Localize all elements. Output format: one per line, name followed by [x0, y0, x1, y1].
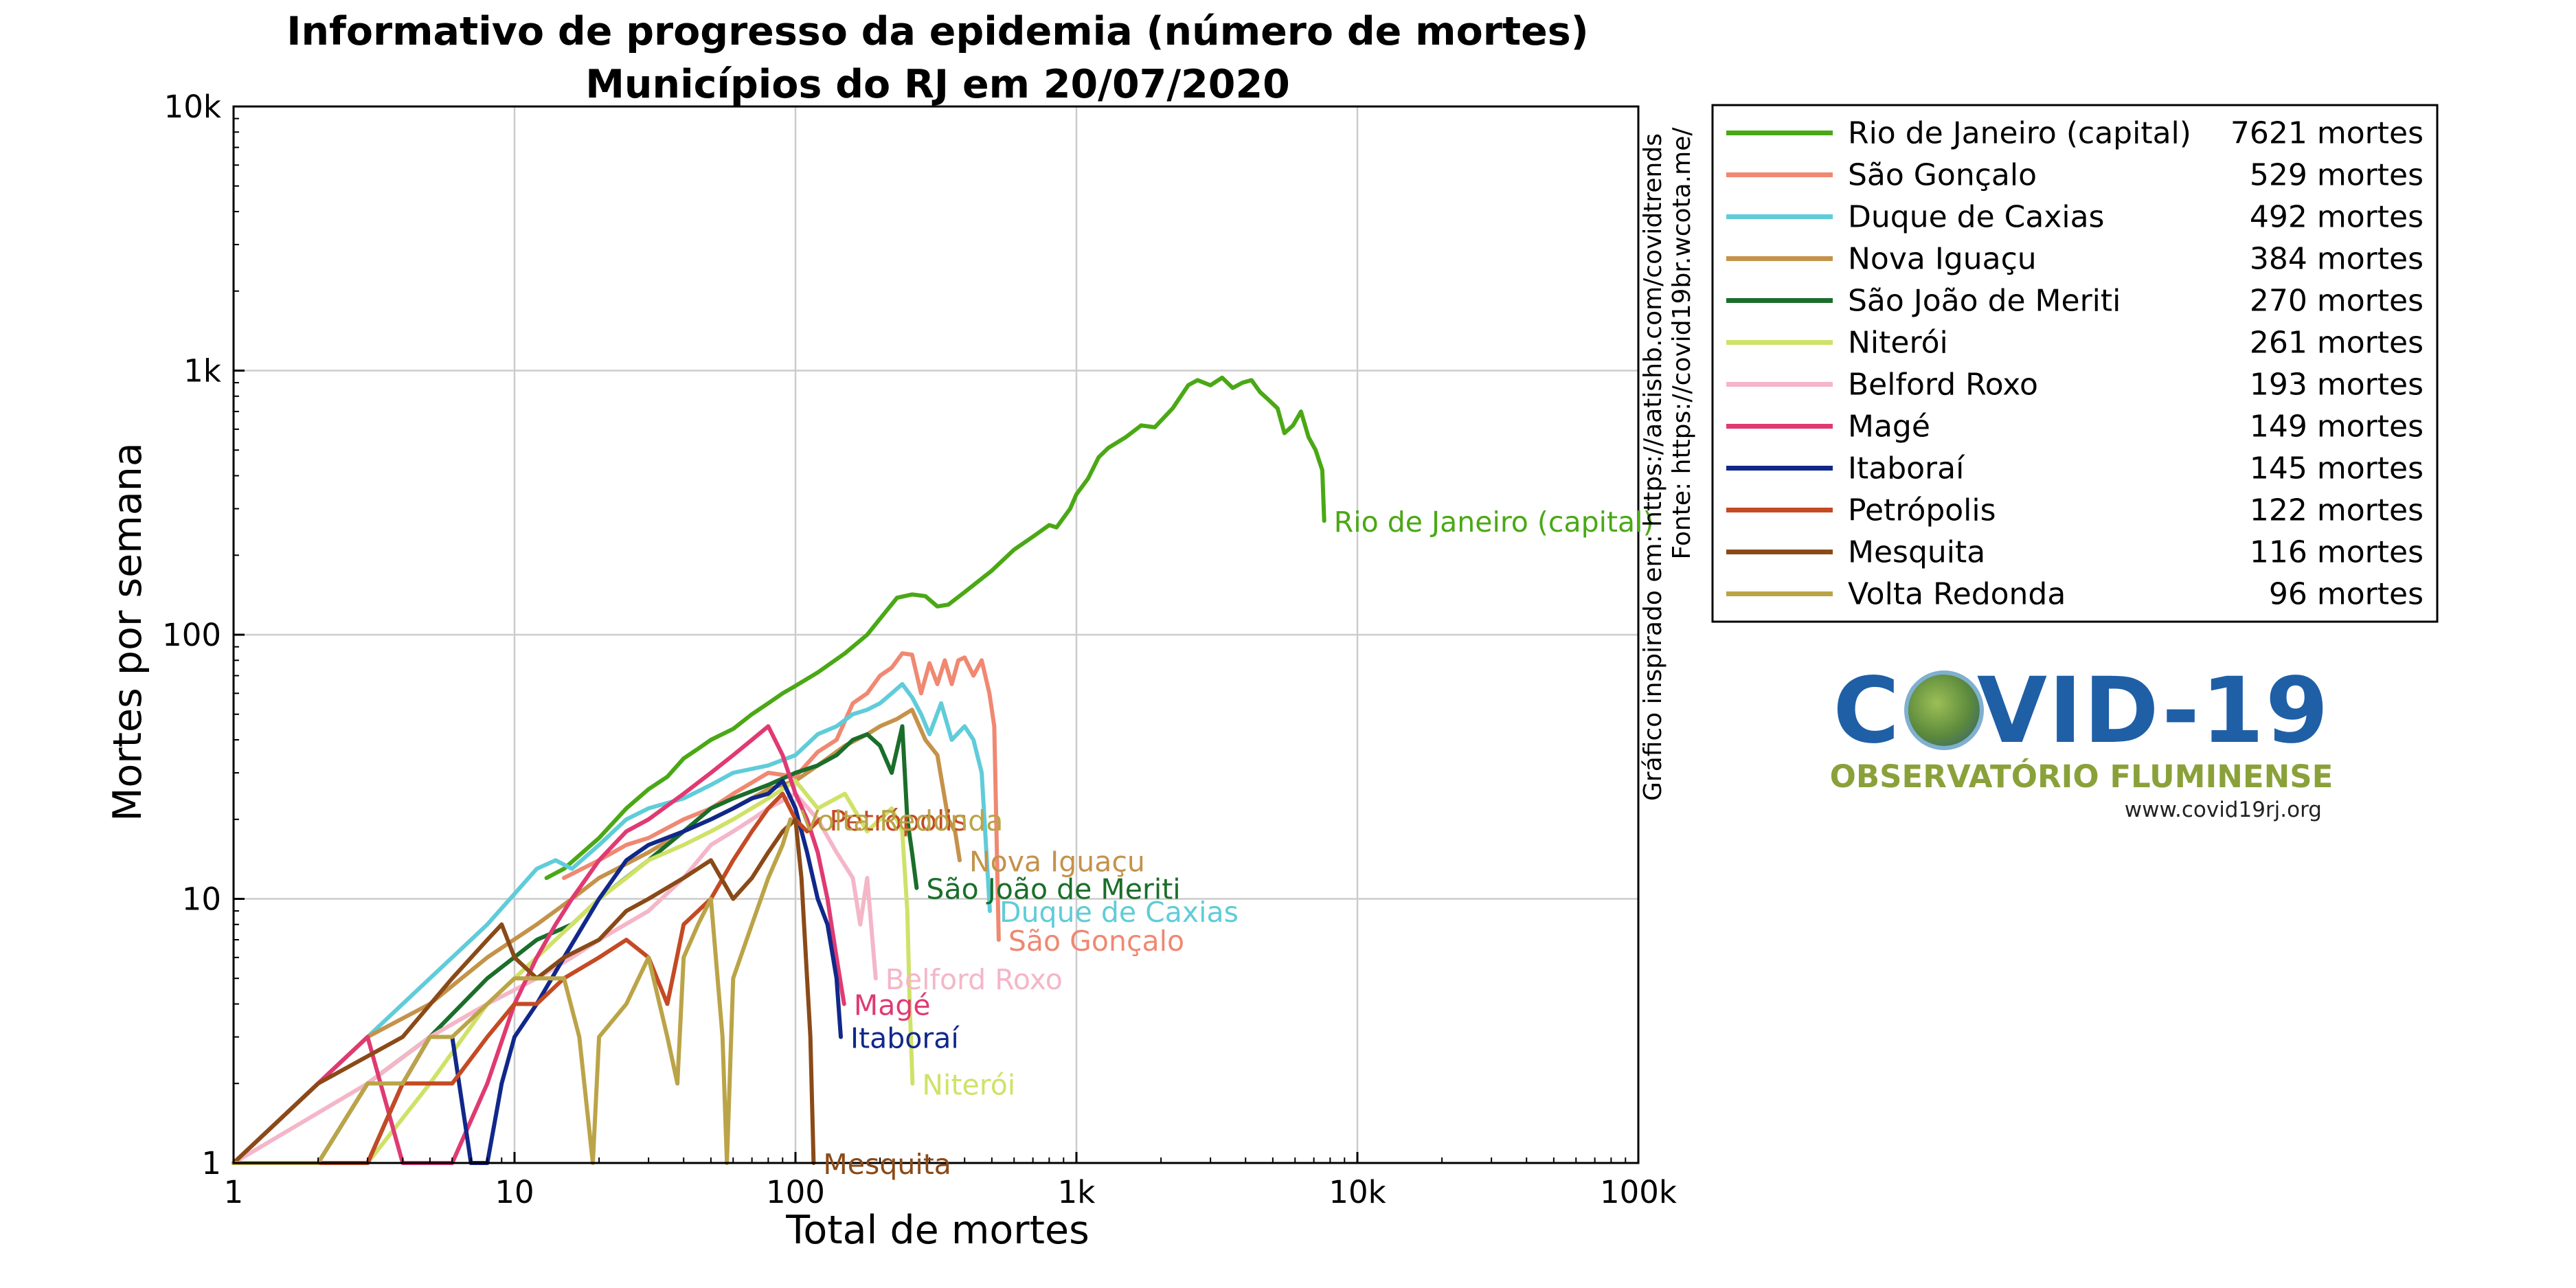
chart-title-block: Informativo de progresso da epidemia (nú… — [0, 5, 1875, 111]
series-line-7 — [231, 724, 846, 1165]
legend-name-0: Rio de Janeiro (capital) — [1848, 116, 2191, 151]
series-line-2 — [231, 681, 992, 1165]
legend-total-10: 116 mortes — [2250, 535, 2424, 570]
covid-logo: COVID-19 OBSERVATÓRIO FLUMINENSE www.cov… — [1827, 659, 2336, 824]
legend-total-9: 122 mortes — [2250, 493, 2424, 528]
series-line-0 — [544, 375, 1326, 881]
y-tick-label-1: 10 — [182, 881, 221, 918]
series-line-11 — [231, 817, 793, 1165]
logo-subtitle: OBSERVATÓRIO FLUMINENSE — [1829, 758, 2334, 795]
legend-total-11: 96 mortes — [2269, 577, 2424, 612]
virus-icon — [1908, 675, 1980, 746]
series-line-8 — [316, 778, 843, 1165]
legend-layer: Rio de Janeiro (capital) 7621 mortes São G… — [1711, 104, 2439, 623]
legend-total-8: 145 mortes — [2250, 451, 2424, 486]
legend-name-3: Nova Iguaçu — [1848, 242, 2037, 277]
series-end-label-3: Nova Iguaçu — [969, 845, 1145, 878]
legend-total-2: 492 mortes — [2250, 200, 2424, 235]
series-line-6 — [231, 791, 878, 1165]
legend-name-11: Volta Redonda — [1848, 577, 2066, 612]
series-end-label-2: Duque de Caxias — [999, 896, 1239, 929]
label-layer: Rio de Janeiro (capital) São GonçaloDuque… — [800, 506, 1654, 1181]
y-tick-label-2: 100 — [162, 617, 221, 653]
legend-name-8: Itaboraí — [1848, 451, 1965, 486]
logo-url: www.covid19rj.org — [2124, 798, 2322, 822]
x-tick-label-4: 10k — [1329, 1174, 1386, 1210]
x-tick-label-0: 1 — [224, 1174, 244, 1210]
chart-subtitle: Municípios do RJ em 20/07/2020 — [585, 62, 1290, 107]
series-layer — [231, 375, 1326, 1165]
series-end-label-10: Mesquita — [823, 1148, 951, 1181]
series-line-3 — [231, 708, 962, 1165]
x-tick-label-3: 1k — [1058, 1174, 1096, 1210]
series-end-label-4: São João de Meriti — [926, 873, 1180, 906]
series-end-label-0: Rio de Janeiro (capital) — [1334, 506, 1654, 539]
series-end-label-6: Belford Roxo — [885, 963, 1063, 996]
series-end-label-9: Petrópolis — [829, 804, 967, 837]
legend-name-4: São João de Meriti — [1848, 284, 2121, 319]
x-tick-label-5: 100k — [1600, 1174, 1677, 1210]
series-end-label-11: Volta Redonda — [800, 804, 1004, 837]
series-end-label-5: Niterói — [922, 1068, 1015, 1101]
legend-total-0: 7621 mortes — [2230, 116, 2424, 151]
logo-title: COVID-19 — [1833, 658, 2330, 764]
legend-total-6: 193 mortes — [2250, 368, 2424, 403]
series-line-9 — [231, 791, 822, 1165]
x-tick-label-2: 100 — [766, 1174, 825, 1210]
y-axis-label: Mortes por semana — [105, 442, 150, 822]
axis-layer: 1 10 100 1k 10k 100k 1 10 100 1k 10k — [162, 89, 1677, 1210]
legend-name-10: Mesquita — [1848, 535, 1985, 570]
series-line-4 — [316, 724, 919, 1165]
legend-total-3: 384 mortes — [2250, 242, 2424, 277]
credit-line-2: Fonte: https://covid19br.wcota.me/ — [1668, 127, 1696, 560]
series-line-5 — [231, 778, 915, 1165]
legend-total-7: 149 mortes — [2250, 409, 2424, 444]
legend-total-1: 529 mortes — [2250, 158, 2424, 193]
y-tick-label-4: 10k — [164, 89, 221, 125]
legend-name-5: Niterói — [1848, 326, 1948, 361]
legend-total-5: 261 mortes — [2250, 326, 2424, 361]
legend-name-9: Petrópolis — [1848, 493, 1996, 528]
legend-total-4: 270 mortes — [2250, 284, 2424, 319]
series-end-label-1: São Gonçalo — [1008, 925, 1184, 958]
grid-layer — [232, 105, 1640, 1164]
legend-box — [1711, 104, 2439, 623]
x-tick-label-1: 10 — [495, 1174, 534, 1210]
series-end-label-8: Itaboraí — [850, 1022, 960, 1055]
chart-title: Informativo de progresso da epidemia (nú… — [286, 9, 1589, 54]
series-line-10 — [231, 817, 816, 1165]
credit-line-1: Gráfico inspirado em: https://aatishb.co… — [1639, 133, 1667, 801]
legend-name-7: Magé — [1848, 409, 1930, 444]
x-axis-label: Total de mortes — [785, 1208, 1089, 1253]
series-line-1 — [562, 651, 1001, 942]
y-tick-label-0: 1 — [201, 1145, 221, 1182]
legend-name-6: Belford Roxo — [1848, 368, 2038, 403]
legend-name-1: São Gonçalo — [1848, 158, 2037, 193]
legend-name-2: Duque de Caxias — [1848, 200, 2104, 235]
series-end-label-7: Magé — [854, 989, 931, 1022]
y-tick-label-3: 1k — [183, 353, 221, 389]
